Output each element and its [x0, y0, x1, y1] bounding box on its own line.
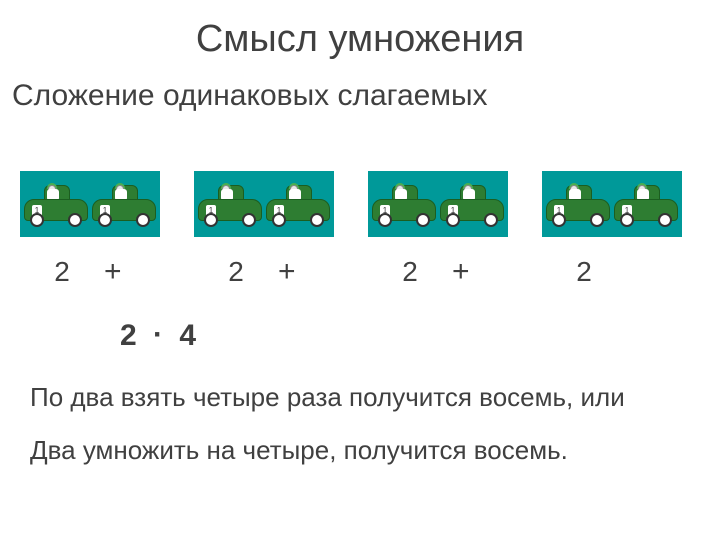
equation-term: 2 — [572, 256, 596, 288]
car-icon: 1 — [92, 179, 156, 229]
equation-term: 2 — [50, 256, 74, 288]
car-group: 1 1 — [542, 171, 682, 237]
page-subtitle: Сложение одинаковых слагаемых — [0, 61, 720, 113]
plus-operator: + — [248, 255, 398, 289]
cars-row: 1 1 1 1 1 1 1 1 — [20, 171, 720, 237]
addition-equation: 2 + 2 + 2 + 2 — [50, 255, 720, 289]
car-icon: 1 — [266, 179, 330, 229]
car-group: 1 1 — [20, 171, 160, 237]
explanation-sentence-1: По два взять четыре раза получится восем… — [30, 382, 720, 413]
car-group: 1 1 — [368, 171, 508, 237]
car-icon: 1 — [198, 179, 262, 229]
page-title: Смысл умножения — [0, 0, 720, 61]
car-icon: 1 — [372, 179, 436, 229]
multiply-right: 4 — [179, 319, 196, 352]
car-icon: 1 — [440, 179, 504, 229]
multiplication-expression: 2 · 4 — [120, 319, 720, 354]
equation-term: 2 — [224, 256, 248, 288]
car-icon: 1 — [614, 179, 678, 229]
plus-operator: + — [74, 255, 224, 289]
car-icon: 1 — [24, 179, 88, 229]
multiply-left: 2 — [120, 319, 137, 352]
equation-term: 2 — [398, 256, 422, 288]
multiply-dot-icon: · — [153, 318, 163, 352]
plus-operator: + — [422, 255, 572, 289]
car-icon: 1 — [546, 179, 610, 229]
car-group: 1 1 — [194, 171, 334, 237]
explanation-sentence-2: Два умножить на четыре, получится восемь… — [30, 435, 720, 466]
